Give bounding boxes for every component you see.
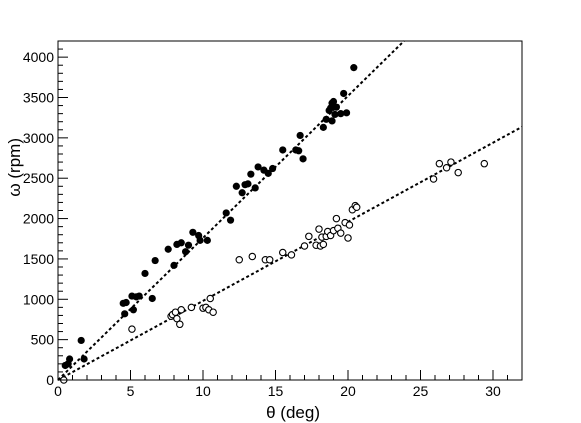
filled-data-point — [170, 261, 178, 269]
x-tick-label: 30 — [485, 383, 501, 399]
x-tick-label: 5 — [127, 383, 135, 399]
filled-data-point — [329, 97, 338, 106]
filled-data-point — [331, 110, 339, 119]
open-data-point — [248, 252, 257, 261]
open-data-point — [429, 175, 438, 183]
y-tick-label: 2500 — [23, 170, 54, 186]
open-data-point — [265, 255, 274, 264]
open-data-point — [352, 203, 361, 212]
filled-data-point — [238, 189, 246, 197]
open-data-point — [206, 294, 215, 303]
filled-data-point — [129, 306, 137, 314]
y-tick-label: 500 — [31, 332, 55, 348]
filled-data-point — [203, 236, 211, 244]
open-data-point — [442, 163, 451, 172]
filled-data-point — [254, 163, 262, 171]
x-tick-label: 25 — [413, 383, 429, 399]
open-data-point — [454, 168, 462, 177]
filled-data-point — [319, 123, 327, 131]
filled-data-point — [164, 245, 172, 253]
open-data-point — [287, 251, 296, 259]
open-data-point — [480, 159, 489, 168]
filled-data-point — [232, 182, 240, 190]
open-data-point — [177, 306, 186, 314]
open-data-point — [344, 234, 352, 242]
open-data-point — [300, 242, 309, 250]
tick-labels: 0 5 10 15 20 25 30 0 500 1000 1500 2000 2500 3000 3500… — [23, 49, 501, 399]
open-data-point — [345, 221, 354, 229]
filled-data-point — [299, 155, 307, 163]
major-ticks — [57, 56, 494, 381]
open-data-point — [128, 325, 136, 333]
x-tick-label: 10 — [195, 383, 211, 399]
filled-data-point — [148, 294, 156, 303]
minor-ticks — [58, 40, 523, 380]
data-points — [60, 64, 489, 384]
filled-data-point — [196, 236, 204, 244]
filled-data-point — [296, 131, 304, 140]
filled-data-point — [251, 184, 259, 192]
filled-data-point — [77, 336, 85, 345]
open-data-point — [315, 225, 323, 233]
filled-data-point — [264, 169, 272, 177]
filled-data-point — [279, 146, 287, 154]
open-data-point — [447, 158, 455, 166]
filled-data-point — [332, 103, 340, 111]
filled-data-point — [122, 298, 130, 307]
open-data-point — [319, 240, 328, 249]
filled-data-point — [141, 269, 149, 278]
y-tick-label: 4000 — [23, 49, 54, 65]
filled-data-point — [189, 228, 197, 236]
filled-data-point — [295, 147, 303, 155]
fit-line — [57, 40, 405, 381]
filled-data-point — [151, 256, 159, 265]
y-tick-label: 2000 — [23, 211, 54, 227]
filled-data-point — [66, 355, 74, 363]
filled-data-point — [226, 216, 235, 224]
filled-data-point — [337, 110, 345, 118]
open-data-point — [435, 159, 444, 168]
open-data-point — [176, 320, 184, 329]
filled-data-point — [342, 109, 351, 117]
filled-data-point — [177, 239, 185, 247]
x-tick-label: 15 — [268, 383, 284, 399]
filled-data-point — [135, 292, 143, 300]
open-data-point — [332, 214, 341, 223]
filled-data-point — [80, 355, 88, 363]
open-data-point — [173, 314, 181, 323]
open-data-point — [187, 303, 196, 312]
filled-data-point — [121, 310, 129, 318]
filled-data-point — [340, 89, 348, 98]
filled-data-point — [322, 115, 330, 123]
open-data-point — [305, 232, 313, 241]
filled-data-point — [244, 180, 252, 188]
filled-data-point — [269, 164, 277, 173]
x-axis-title: θ (deg) — [266, 403, 320, 422]
open-data-point — [336, 229, 345, 237]
x-tick-label: 0 — [54, 383, 62, 399]
y-tick-label: 3500 — [23, 90, 54, 106]
fit-lines — [57, 40, 523, 381]
filled-data-point — [350, 64, 358, 72]
y-tick-label: 3000 — [23, 130, 54, 146]
plot-frame — [57, 40, 523, 381]
filled-data-point — [328, 117, 336, 125]
open-data-point — [209, 308, 217, 316]
filled-data-point — [182, 248, 190, 256]
filled-data-point — [184, 241, 193, 249]
y-tick-label: 0 — [46, 372, 54, 388]
y-tick-label: 1000 — [23, 291, 54, 307]
filled-data-point — [222, 209, 230, 217]
x-tick-label: 20 — [340, 383, 356, 399]
y-tick-label: 1500 — [23, 251, 54, 267]
y-axis-title: ω (rpm) — [5, 138, 24, 197]
open-data-point — [278, 248, 287, 257]
filled-data-point — [247, 170, 255, 178]
open-data-point — [235, 255, 244, 264]
